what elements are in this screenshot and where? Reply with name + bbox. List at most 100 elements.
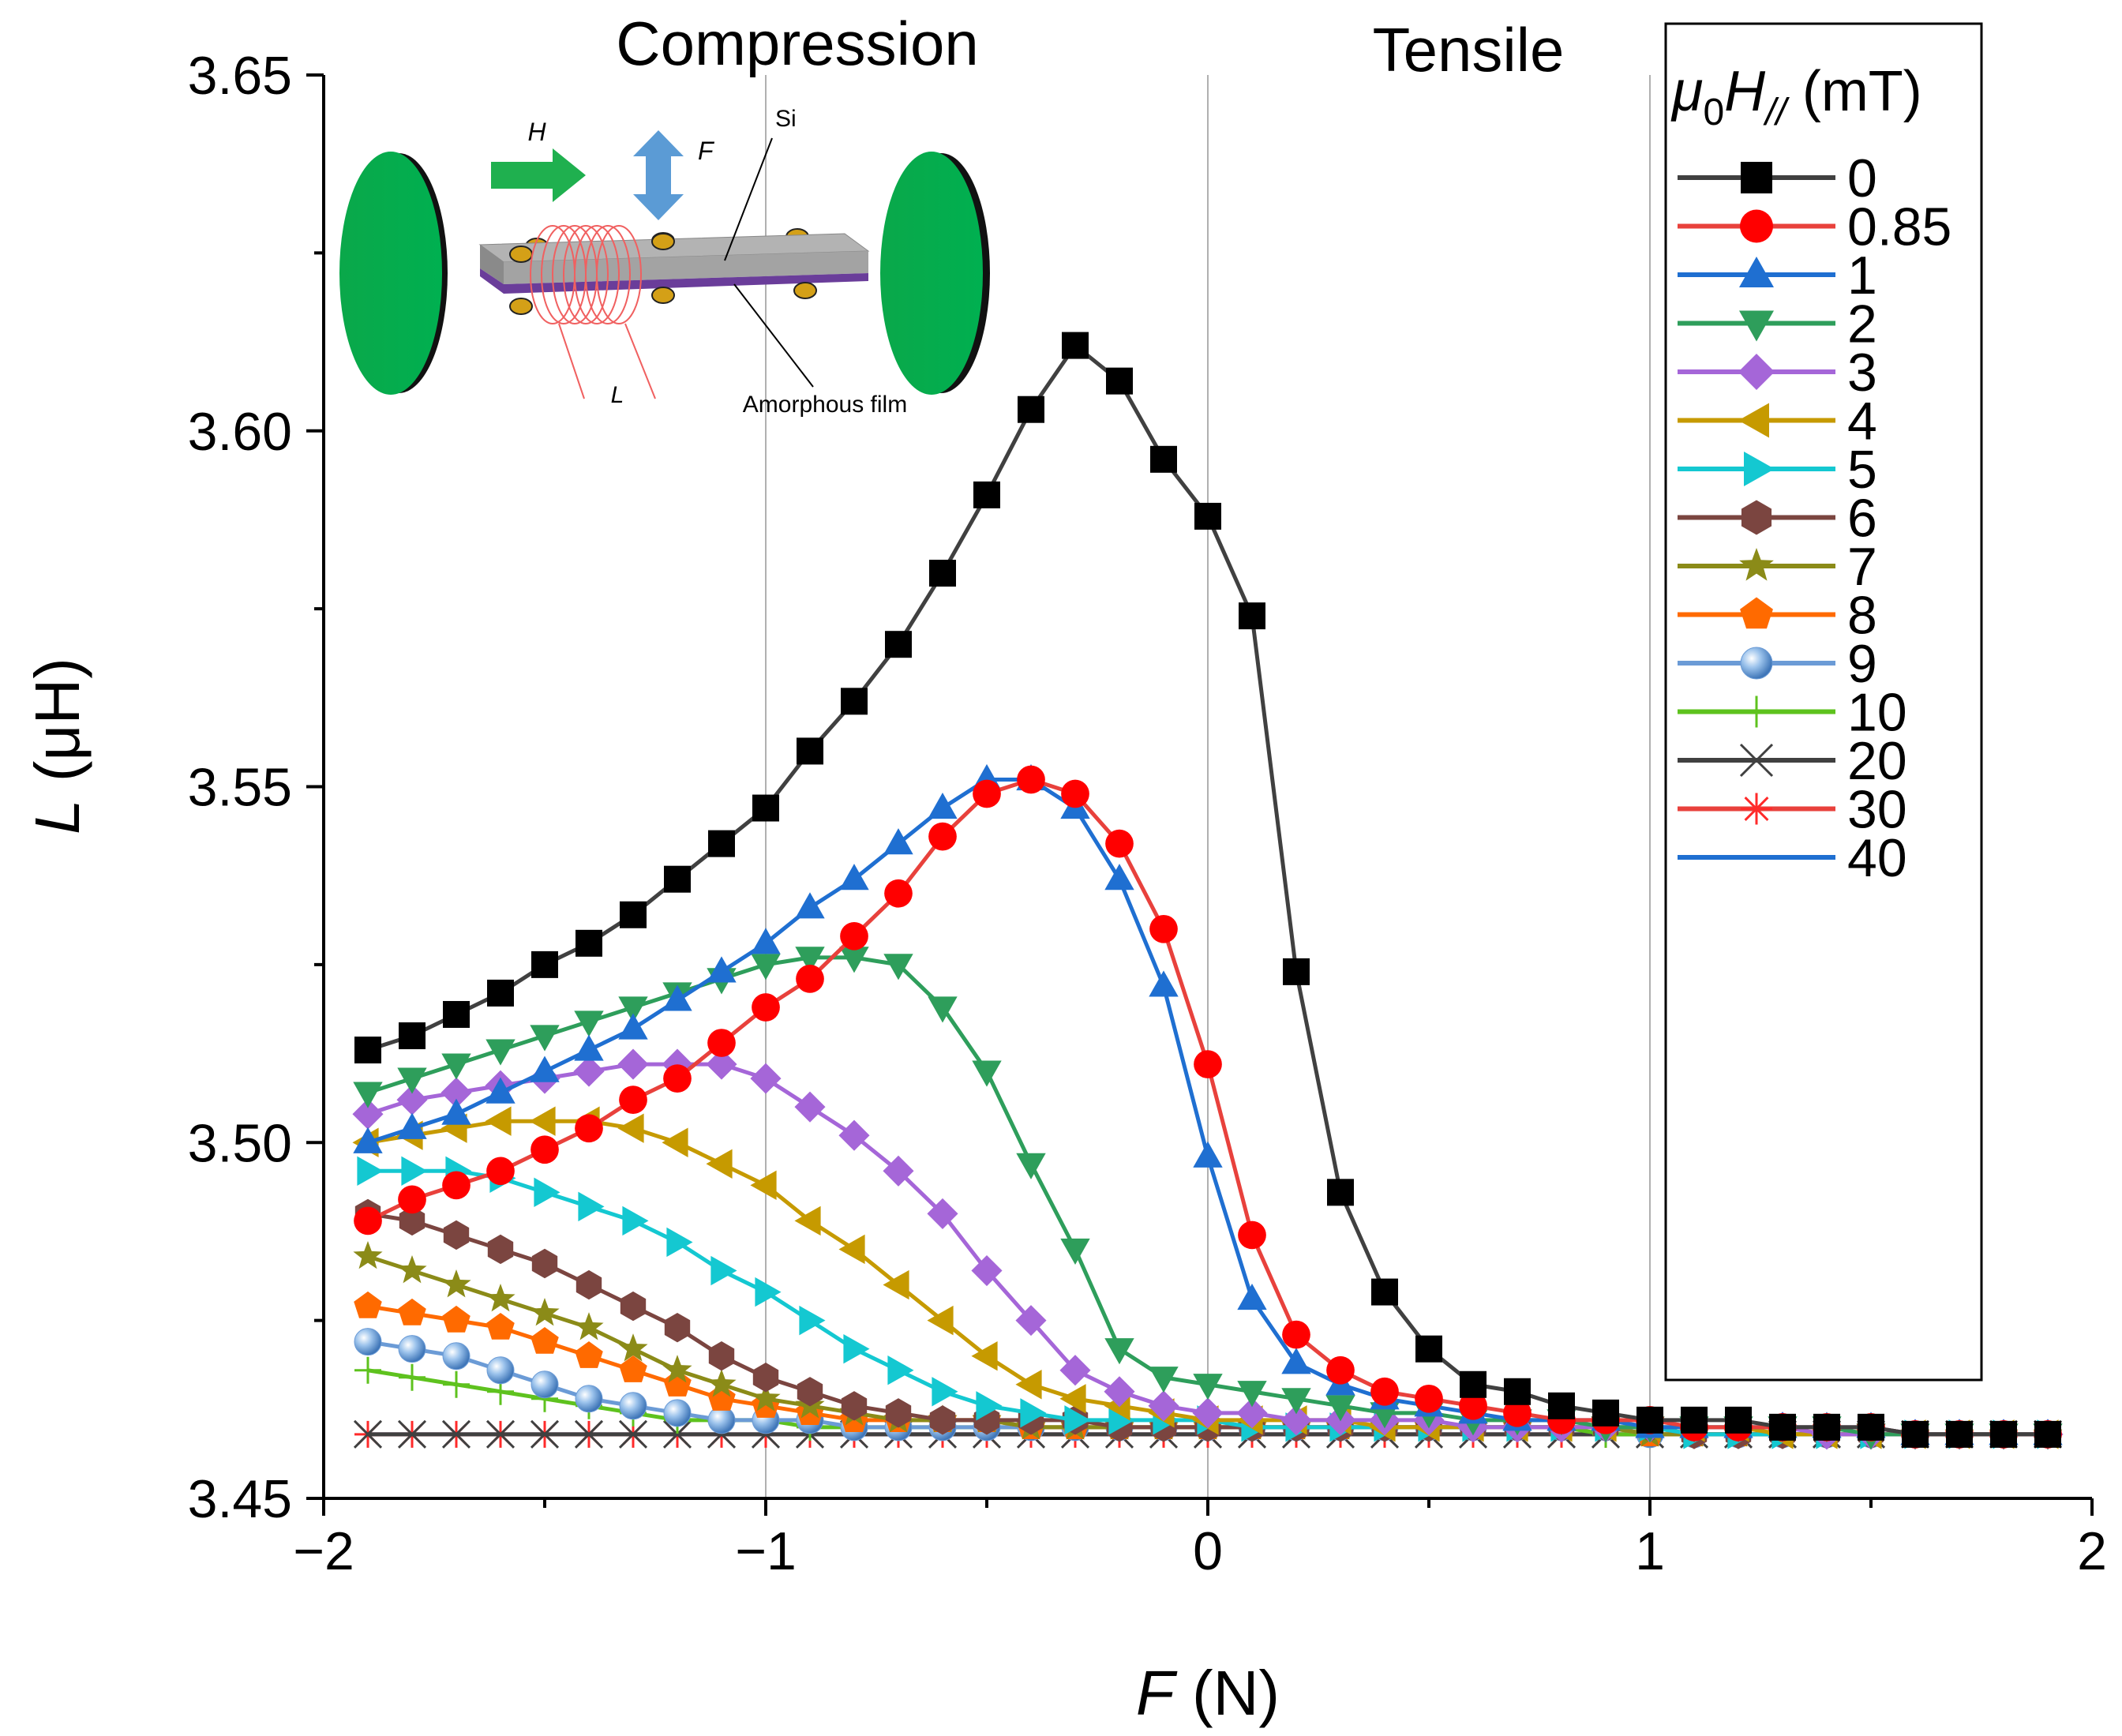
data-point xyxy=(1503,1398,1532,1427)
legend-entry-1: 1 xyxy=(1678,246,1877,306)
legend-label-10: 10 xyxy=(1847,683,1907,743)
data-point xyxy=(929,1405,956,1435)
legend-label-30: 30 xyxy=(1847,780,1907,840)
amorphous-film xyxy=(480,268,868,294)
data-point xyxy=(530,1025,560,1052)
data-point xyxy=(885,1398,912,1428)
data-point xyxy=(443,1000,470,1028)
data-point xyxy=(885,631,912,658)
data-point xyxy=(1281,1348,1311,1374)
data-point xyxy=(794,1205,821,1236)
legend-entry-3: 3 xyxy=(1678,343,1877,403)
data-point xyxy=(928,996,958,1023)
legend-marker-10 xyxy=(1741,696,1772,728)
data-point xyxy=(354,1037,381,1064)
legend-entry-0: 0 xyxy=(1678,148,1877,208)
data-point xyxy=(752,1363,779,1393)
data-point xyxy=(1104,1338,1134,1365)
data-point xyxy=(1239,602,1265,630)
legend-label-2: 2 xyxy=(1847,294,1877,354)
inset-f-label: F xyxy=(698,137,715,165)
data-point xyxy=(399,1363,426,1391)
data-point xyxy=(707,1406,736,1434)
legend-label-40: 40 xyxy=(1847,828,1907,888)
data-point xyxy=(618,1333,648,1362)
legend-marker-7 xyxy=(1739,548,1774,581)
data-point xyxy=(1059,1384,1086,1414)
data-point xyxy=(618,996,648,1023)
y-tick-label: 3.55 xyxy=(188,758,292,818)
data-point xyxy=(352,1098,384,1130)
data-point xyxy=(574,1419,604,1449)
data-point xyxy=(883,1155,914,1187)
vertical-gridlines xyxy=(765,75,1651,1498)
data-point xyxy=(442,1171,471,1200)
y-tick-label: 3.45 xyxy=(188,1469,292,1529)
data-point xyxy=(619,1392,647,1420)
data-point xyxy=(354,1328,382,1356)
data-point xyxy=(707,1369,737,1397)
data-point xyxy=(1548,1392,1575,1419)
data-point xyxy=(1325,1395,1355,1422)
data-point xyxy=(1371,1278,1398,1306)
data-point xyxy=(398,1298,426,1325)
data-point xyxy=(1370,1377,1399,1406)
data-point xyxy=(441,1098,471,1125)
data-point xyxy=(662,1048,693,1080)
data-point xyxy=(1149,1367,1179,1393)
data-point xyxy=(1015,1370,1042,1400)
y-axis-title: L (μH) xyxy=(22,658,92,834)
data-point xyxy=(487,1234,514,1265)
data-point xyxy=(1946,1420,1973,1448)
data-point xyxy=(443,1220,470,1250)
clamp-pins-front xyxy=(509,233,817,315)
inset-film-label: Amorphous film xyxy=(743,392,907,418)
data-point xyxy=(353,1127,383,1153)
data-point xyxy=(752,993,780,1022)
data-point xyxy=(795,947,825,973)
data-point xyxy=(1194,502,1221,530)
data-point xyxy=(972,1060,1002,1087)
data-point xyxy=(353,1082,383,1108)
data-point xyxy=(1015,1305,1047,1337)
data-point xyxy=(750,1063,782,1094)
data-point xyxy=(2034,1420,2061,1448)
data-point xyxy=(662,984,692,1011)
data-point xyxy=(617,1113,644,1143)
data-point xyxy=(927,1305,954,1336)
data-point xyxy=(354,1291,382,1318)
data-point xyxy=(620,1291,647,1322)
data-point xyxy=(1064,1405,1091,1435)
legend-box xyxy=(1664,22,1983,1382)
data-point xyxy=(1990,1420,2017,1448)
left-magnet-disk xyxy=(339,152,442,395)
inset-si-label: Si xyxy=(775,106,797,132)
field-arrow-icon xyxy=(491,148,586,202)
data-point xyxy=(755,1277,782,1307)
data-point xyxy=(397,1112,427,1139)
inset-schematic: H F xyxy=(339,106,990,418)
data-point xyxy=(353,1419,383,1449)
data-point xyxy=(1858,1413,1884,1441)
data-point xyxy=(574,1312,604,1340)
data-point xyxy=(1104,864,1134,890)
data-point xyxy=(883,828,913,855)
data-point xyxy=(841,1391,868,1421)
data-point xyxy=(797,1377,823,1407)
force-arrow-icon xyxy=(633,130,684,220)
legend-label-4: 4 xyxy=(1847,392,1877,452)
legend-entry-30: 30 xyxy=(1678,780,1907,840)
data-point xyxy=(486,1312,515,1340)
data-point xyxy=(1060,1238,1090,1265)
inset-h-label: H xyxy=(527,118,546,146)
data-point xyxy=(574,1034,604,1061)
data-point xyxy=(1459,1391,1487,1420)
data-point xyxy=(1281,1388,1311,1415)
data-point xyxy=(838,1119,870,1151)
data-point xyxy=(843,1333,870,1364)
legend-marker-5 xyxy=(1744,452,1775,486)
legend-entry-4: 4 xyxy=(1678,392,1877,452)
legend-marker-0 xyxy=(1741,162,1772,193)
silicon-bar-side xyxy=(480,245,504,284)
